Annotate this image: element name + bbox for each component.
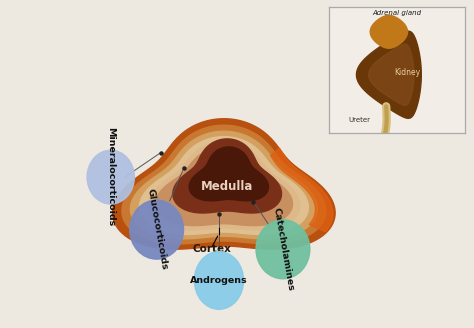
Ellipse shape <box>194 252 244 309</box>
Polygon shape <box>155 147 292 226</box>
Ellipse shape <box>87 150 134 204</box>
Polygon shape <box>148 142 300 230</box>
Ellipse shape <box>256 220 310 279</box>
Polygon shape <box>370 15 408 48</box>
Text: Cortex: Cortex <box>193 244 232 254</box>
Text: Ureter: Ureter <box>348 117 370 123</box>
Polygon shape <box>130 131 317 239</box>
Polygon shape <box>173 139 282 213</box>
Text: Mineralocorticoids: Mineralocorticoids <box>106 128 115 227</box>
Text: Glucocorticoids: Glucocorticoids <box>145 188 168 271</box>
Text: Catecholamines: Catecholamines <box>271 207 295 292</box>
Polygon shape <box>113 119 335 249</box>
Text: Medulla: Medulla <box>201 180 253 193</box>
Ellipse shape <box>130 200 183 259</box>
Polygon shape <box>122 125 326 244</box>
Polygon shape <box>271 148 333 232</box>
Text: Androgens: Androgens <box>190 276 248 285</box>
Text: Adrenal gland: Adrenal gland <box>373 10 421 16</box>
Polygon shape <box>369 44 414 105</box>
Polygon shape <box>139 137 309 235</box>
Polygon shape <box>189 147 268 201</box>
Text: Kidney: Kidney <box>395 68 421 77</box>
Polygon shape <box>356 31 421 118</box>
